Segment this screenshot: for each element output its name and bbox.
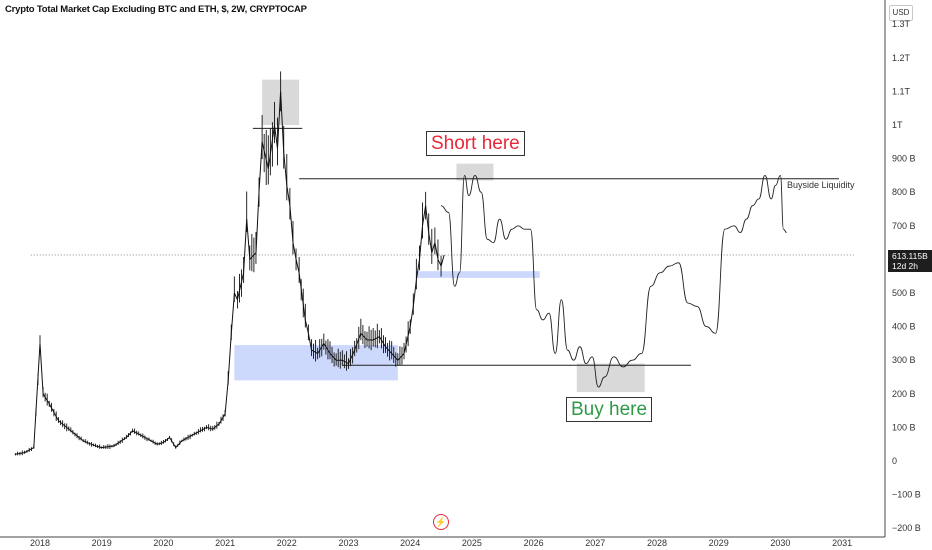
x-tick-label: 2026 <box>524 538 544 548</box>
zone-demand-1 <box>416 271 540 278</box>
y-tick-label: 900 B <box>892 154 916 164</box>
y-tick-label: 1T <box>892 120 903 130</box>
y-tick-label: 100 B <box>892 422 916 432</box>
y-tick-label: 800 B <box>892 187 916 197</box>
y-tick-label: 0 <box>892 456 897 466</box>
x-tick-label: 2031 <box>832 538 852 548</box>
x-tick-label: 2030 <box>770 538 790 548</box>
tradingview-icon[interactable]: ⚡ <box>433 514 449 530</box>
series-historical-line <box>15 91 445 455</box>
y-tick-label: 700 B <box>892 221 916 231</box>
x-tick-label: 2029 <box>709 538 729 548</box>
y-tick-label: 300 B <box>892 355 916 365</box>
zone-buy-4 <box>576 363 645 393</box>
y-tick-label: 1.2T <box>892 53 911 63</box>
x-tick-label: 2027 <box>585 538 605 548</box>
y-tick-label: 1.1T <box>892 86 911 96</box>
x-tick-label: 2018 <box>30 538 50 548</box>
x-tick-label: 2023 <box>338 538 358 548</box>
y-tick-label: 1.3T <box>892 19 911 29</box>
zone-supply-3 <box>456 163 494 181</box>
x-tick-label: 2019 <box>92 538 112 548</box>
y-tick-label: 200 B <box>892 389 916 399</box>
series-projection-line <box>440 174 787 388</box>
x-tick-label: 2022 <box>277 538 297 548</box>
x-tick-label: 2020 <box>153 538 173 548</box>
x-tick-label: 2028 <box>647 538 667 548</box>
x-tick-label: 2024 <box>400 538 420 548</box>
bar-countdown: 12d 2h <box>892 261 918 271</box>
current-price-tag: 613.115B 12d 2h <box>888 250 932 272</box>
x-tick-label: 2025 <box>462 538 482 548</box>
currency-button[interactable]: USD <box>889 5 913 21</box>
short-here-annotation: Short here <box>426 131 525 156</box>
buy-here-annotation: Buy here <box>566 397 653 422</box>
chart-title: Crypto Total Market Cap Excluding BTC an… <box>5 4 307 15</box>
y-tick-label: −200 B <box>892 523 921 533</box>
buyside-liquidity-label: Buyside Liquidity <box>787 180 855 190</box>
zone-demand-0 <box>234 345 398 381</box>
x-tick-label: 2021 <box>215 538 235 548</box>
current-price-value: 613.115B <box>892 251 928 261</box>
y-tick-label: −100 B <box>892 490 921 500</box>
y-tick-label: 400 B <box>892 322 916 332</box>
y-tick-label: 500 B <box>892 288 916 298</box>
